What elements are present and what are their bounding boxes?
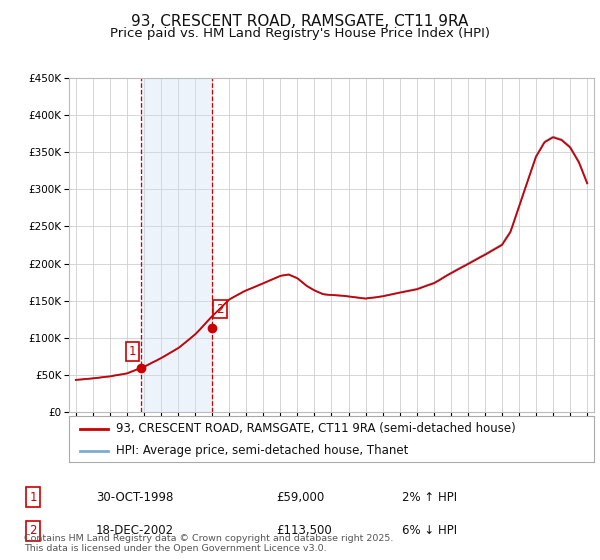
Text: 2: 2 bbox=[29, 524, 37, 538]
Text: 93, CRESCENT ROAD, RAMSGATE, CT11 9RA (semi-detached house): 93, CRESCENT ROAD, RAMSGATE, CT11 9RA (s… bbox=[116, 422, 516, 436]
Text: Contains HM Land Registry data © Crown copyright and database right 2025.
This d: Contains HM Land Registry data © Crown c… bbox=[24, 534, 394, 553]
Text: £113,500: £113,500 bbox=[276, 524, 332, 538]
Text: HPI: Average price, semi-detached house, Thanet: HPI: Average price, semi-detached house,… bbox=[116, 444, 409, 457]
Text: 30-OCT-1998: 30-OCT-1998 bbox=[96, 491, 173, 504]
Text: Price paid vs. HM Land Registry's House Price Index (HPI): Price paid vs. HM Land Registry's House … bbox=[110, 27, 490, 40]
Text: 2: 2 bbox=[216, 302, 224, 315]
Text: 93, CRESCENT ROAD, RAMSGATE, CT11 9RA: 93, CRESCENT ROAD, RAMSGATE, CT11 9RA bbox=[131, 14, 469, 29]
Text: 1: 1 bbox=[29, 491, 37, 504]
Text: 18-DEC-2002: 18-DEC-2002 bbox=[96, 524, 174, 538]
Text: 1: 1 bbox=[129, 345, 136, 358]
Text: 2% ↑ HPI: 2% ↑ HPI bbox=[402, 491, 457, 504]
Text: £59,000: £59,000 bbox=[276, 491, 324, 504]
Bar bbox=[141, 78, 212, 412]
Text: 6% ↓ HPI: 6% ↓ HPI bbox=[402, 524, 457, 538]
